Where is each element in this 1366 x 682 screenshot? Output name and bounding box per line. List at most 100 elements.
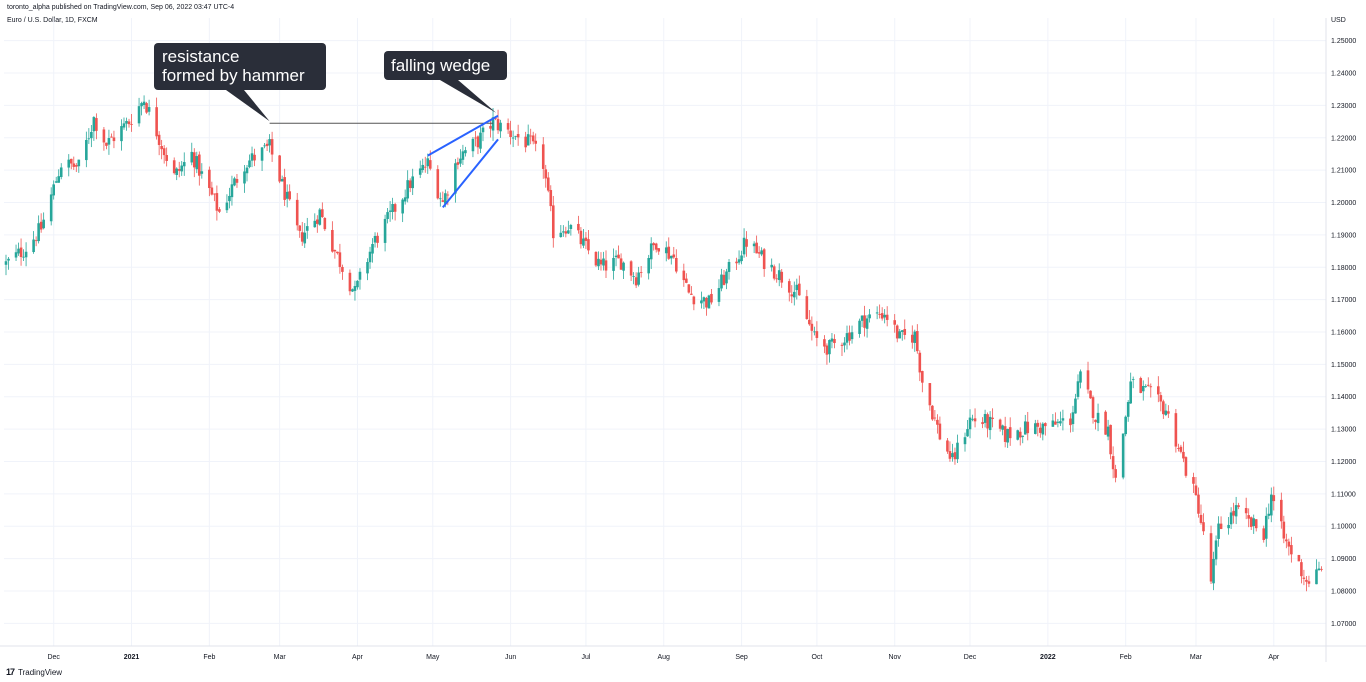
candle [921, 370, 924, 393]
candle-body [1162, 401, 1165, 415]
candle [74, 163, 78, 173]
tradingview-brand[interactable]: 17 TradingView [6, 667, 62, 677]
candle-body [594, 251, 598, 266]
candle-body [551, 205, 555, 239]
candle-body [798, 283, 801, 296]
candle-body [900, 330, 904, 332]
candle [280, 175, 284, 182]
candle [966, 419, 969, 437]
candle [559, 225, 563, 238]
candle-body [230, 184, 234, 198]
candle [391, 197, 394, 220]
candle-body [946, 440, 949, 452]
candle [1121, 433, 1125, 480]
y-tick-label: 1.17000 [1331, 297, 1356, 304]
candle-body [893, 320, 897, 325]
candle [218, 207, 221, 214]
candle [285, 184, 289, 208]
candle [318, 207, 322, 226]
candle [840, 342, 844, 356]
candle-body [315, 219, 319, 224]
candle [1162, 399, 1165, 419]
candle-body [619, 258, 623, 270]
candle [772, 264, 776, 281]
candle [833, 334, 836, 349]
candle-body [253, 154, 256, 161]
candle-body [1036, 422, 1040, 427]
candle-body [1044, 423, 1047, 427]
candle-body [1307, 581, 1311, 584]
candle [127, 118, 131, 128]
candle-body [612, 257, 615, 271]
candle [125, 117, 128, 131]
candle [549, 185, 553, 212]
candle [177, 161, 181, 178]
candle-body [617, 254, 620, 259]
candle [971, 414, 974, 422]
candle [1106, 419, 1110, 441]
candle-body [391, 203, 394, 213]
candle [727, 258, 731, 280]
candle [918, 350, 922, 382]
candle [938, 416, 942, 441]
candle [863, 305, 866, 337]
candle-body [584, 237, 588, 241]
candle [637, 266, 640, 287]
candle-body [511, 137, 515, 139]
brand-name: TradingView [18, 667, 63, 677]
candle-body [1249, 517, 1253, 527]
candle [579, 227, 583, 249]
candle [848, 325, 851, 346]
x-tick-label: 2021 [124, 654, 140, 661]
candle-body [162, 148, 166, 156]
candle [795, 278, 799, 300]
candle-body [37, 223, 40, 242]
candle-body [59, 167, 63, 178]
candle [780, 269, 784, 288]
candle [690, 286, 693, 295]
candle [692, 295, 696, 311]
candle-body [973, 418, 977, 422]
candle-body [1244, 508, 1248, 514]
candle-body [1129, 381, 1132, 404]
candle [243, 164, 246, 193]
candle-body [285, 191, 289, 199]
candle [777, 263, 781, 287]
candle-body [931, 405, 934, 420]
candle [300, 221, 304, 246]
candle [17, 242, 20, 256]
candle [1144, 384, 1148, 388]
candle [900, 329, 904, 341]
candle [805, 289, 809, 320]
candle [1036, 419, 1040, 437]
candle-body [85, 139, 88, 161]
candle [516, 124, 520, 146]
candle-body [348, 272, 352, 292]
candle-body [137, 106, 141, 124]
candle [647, 254, 650, 280]
candle [1307, 575, 1311, 588]
candle-body [74, 165, 78, 167]
candle [213, 193, 216, 202]
candle [1016, 429, 1020, 441]
candle-body [727, 261, 731, 272]
candle [233, 176, 236, 187]
candle [464, 146, 467, 157]
candle [1069, 413, 1072, 433]
candle [371, 238, 374, 263]
candle-body [318, 209, 322, 225]
candle [14, 244, 18, 262]
candle-body [130, 123, 133, 125]
candle-body [17, 248, 20, 254]
candle [511, 130, 515, 148]
candle-body [1124, 416, 1127, 435]
candle [569, 223, 573, 236]
candle [1285, 533, 1288, 549]
candle [850, 325, 854, 344]
candle [544, 164, 548, 188]
candle-body [406, 180, 409, 199]
candle-body [300, 232, 304, 242]
candle [1269, 487, 1273, 523]
candle [331, 221, 334, 253]
